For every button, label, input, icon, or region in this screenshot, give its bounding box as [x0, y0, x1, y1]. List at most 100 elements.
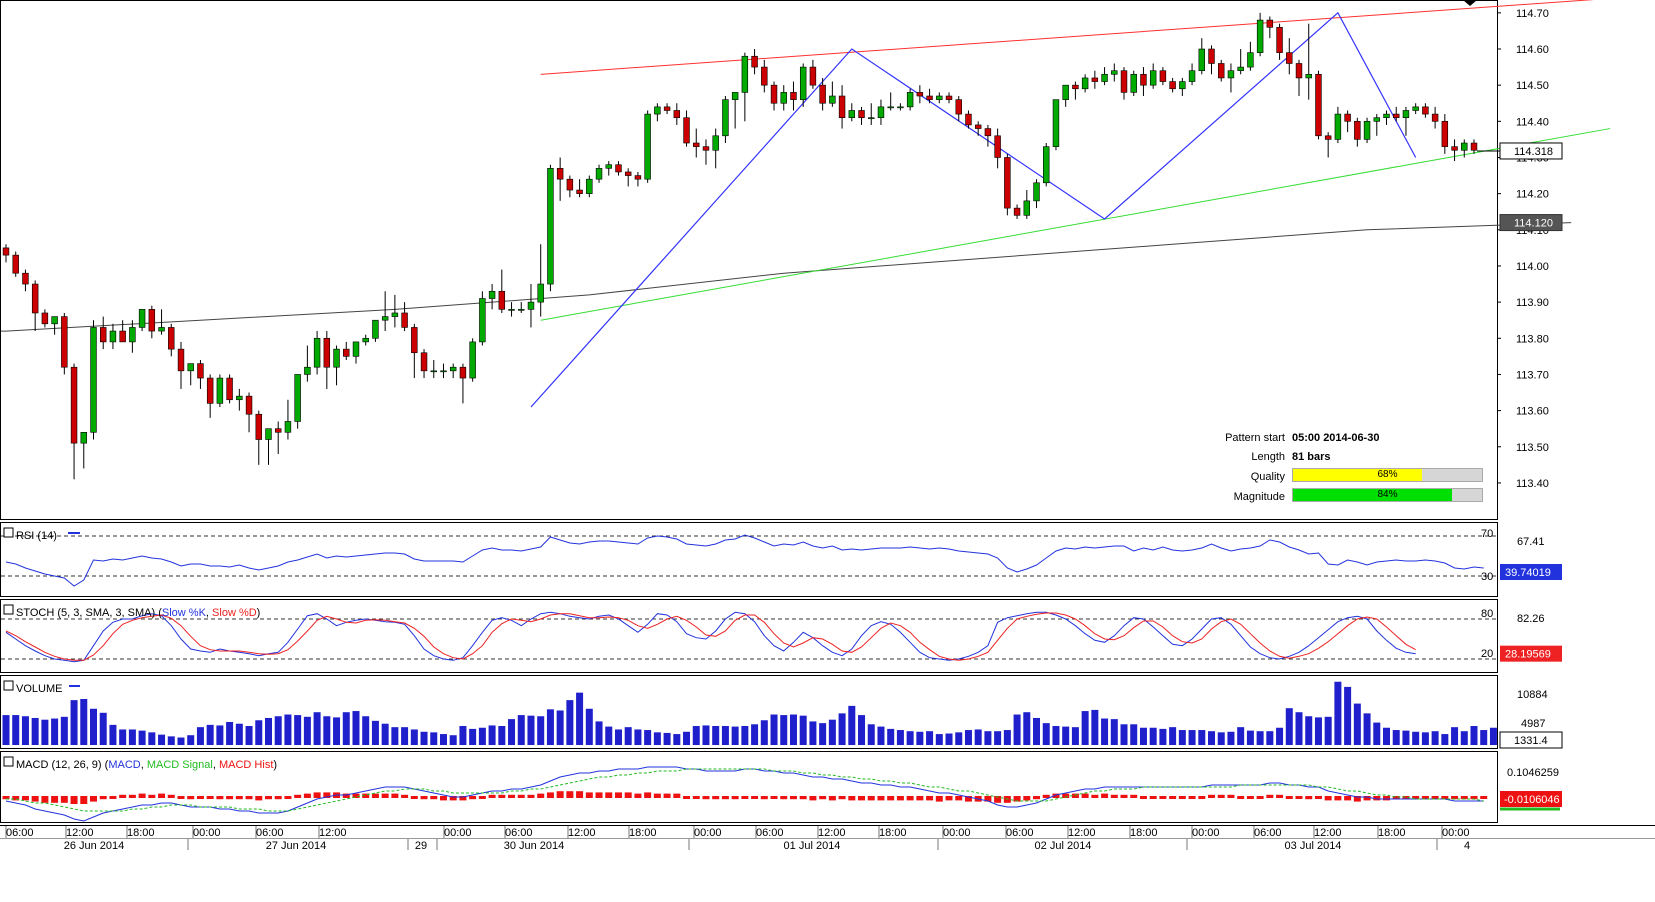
volume-bar: [1149, 727, 1157, 745]
volume-bar: [294, 715, 302, 745]
macd-hist-bar: [235, 796, 243, 800]
macd-hist-bar: [1441, 796, 1449, 799]
macd-hist-bar: [595, 792, 603, 798]
macd-hist-bar: [634, 793, 642, 798]
candle-body: [488, 290, 496, 299]
candle-body: [12, 254, 19, 274]
magnitude-bar-fill: [1293, 489, 1452, 501]
macd-hist-bar: [858, 796, 866, 801]
macd-line: [5, 766, 1484, 822]
candle-body: [333, 348, 340, 368]
macd-hist-bar: [274, 796, 282, 800]
quality-bar: 68%: [1292, 468, 1483, 482]
volume-bar: [99, 712, 107, 745]
macd-hist-bar: [313, 792, 321, 798]
candle-body: [1013, 207, 1021, 216]
volume-bar: [1314, 717, 1322, 745]
macd-hist-bar: [741, 796, 749, 799]
candle-body: [663, 106, 671, 111]
candle-body: [556, 168, 564, 180]
date-label: 02 Jul 2014: [1035, 840, 1092, 852]
candle-body: [226, 377, 233, 401]
macd-hist-bar: [896, 796, 904, 801]
volume-bar: [1237, 727, 1245, 745]
candle-body: [1023, 200, 1031, 216]
candle-body: [449, 366, 457, 372]
candle-body: [1422, 106, 1429, 115]
volume-bar: [683, 731, 691, 745]
candle-body: [819, 84, 826, 104]
candle-body: [1256, 19, 1264, 53]
volume-bar: [858, 715, 866, 745]
macd-legend-sep2: ,: [213, 759, 219, 771]
macd-hist-bar: [109, 796, 117, 799]
candle-body: [1130, 74, 1137, 93]
macd-hist-bar: [1460, 796, 1468, 800]
macd-hist-bar: [1130, 794, 1138, 798]
volume-bar: [31, 717, 39, 745]
macd-hist-bar: [1110, 794, 1118, 798]
candle-body: [547, 168, 554, 285]
stoch-title: STOCH (5, 3, SMA, 3, SMA) (Slow %K, Slow…: [16, 607, 260, 619]
macd-hist-bar: [1169, 796, 1177, 799]
macd-hist-bar: [128, 794, 136, 798]
volume-bar: [1334, 681, 1342, 745]
date-label: 01 Jul 2014: [784, 840, 841, 852]
volume-bar: [274, 716, 282, 745]
volume-bar: [1276, 727, 1284, 745]
macd-hist-bar: [1198, 796, 1206, 799]
time-tick-label: 00:00: [943, 827, 971, 839]
time-tick-label: 00:00: [444, 827, 472, 839]
volume-bar: [410, 729, 418, 745]
volume-bar: [1256, 731, 1264, 745]
macd-legend-signal: MACD Signal: [147, 759, 213, 771]
candle-body: [527, 301, 535, 310]
macd-hist-bar: [1421, 796, 1429, 799]
candle-body: [1081, 77, 1089, 90]
macd-hist-bar: [926, 796, 934, 801]
macd-hist-bar: [653, 793, 661, 798]
macd-hist-bar: [1373, 796, 1381, 801]
candle-body: [887, 106, 894, 109]
macd-hist-bar: [1013, 796, 1021, 802]
volume-bar: [605, 726, 613, 745]
time-tick-label: 00:00: [193, 827, 221, 839]
volume-bar: [128, 729, 136, 745]
stoch-value-box: [1500, 645, 1562, 662]
macd-hist-bar: [702, 796, 710, 800]
candle-body: [469, 341, 476, 379]
candle-body: [80, 431, 87, 444]
candle-body: [352, 341, 360, 357]
volume-bar: [546, 709, 554, 745]
volume-bar: [449, 735, 457, 745]
macd-hist-bar: [430, 796, 438, 800]
candle-body: [313, 337, 321, 368]
candle-body: [459, 366, 467, 379]
macd-hist-bar: [624, 792, 632, 798]
candle-body: [790, 92, 797, 100]
macd-hist-bar: [498, 794, 506, 798]
volume-bar: [439, 734, 447, 745]
macd-hist-bar: [906, 796, 914, 801]
date-label: 27 Jun 2014: [266, 840, 327, 852]
volume-bar: [896, 730, 904, 745]
volume-bar: [964, 730, 972, 745]
volume-bar: [634, 729, 642, 745]
volume-bar: [838, 713, 846, 745]
volume-bar: [1431, 731, 1439, 745]
macd-hist-bar: [683, 796, 691, 799]
macd-hist-bar: [1295, 796, 1303, 799]
macd-legend-hist: MACD Hist: [219, 759, 273, 771]
candle-body: [906, 92, 914, 108]
volume-bar: [284, 714, 292, 745]
volume-bar: [1441, 734, 1449, 745]
macd-hist-bar: [780, 796, 788, 800]
volume-bar: [187, 735, 195, 745]
candle-body: [1334, 113, 1342, 140]
volume-bar: [1101, 718, 1109, 745]
candle-body: [1266, 19, 1274, 28]
macd-hist-bar: [381, 793, 389, 798]
volume-bar: [1208, 731, 1216, 745]
macd-hist-bar: [1178, 796, 1186, 799]
